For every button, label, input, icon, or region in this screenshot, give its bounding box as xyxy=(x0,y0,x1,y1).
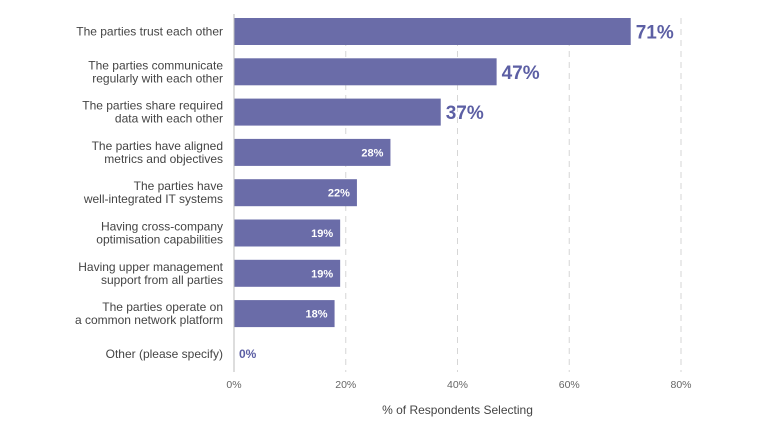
category-label: The parties share required xyxy=(82,99,223,113)
category-label: optimisation capabilities xyxy=(96,233,223,247)
bar-value-label: 0% xyxy=(239,347,257,361)
bars: 71% 47% 37% 28% 22% 19% 19% 18% 0% xyxy=(234,18,674,361)
bar-value-label: 19% xyxy=(311,268,333,280)
x-tick-label: 60% xyxy=(559,379,580,391)
x-axis-label: % of Respondents Selecting xyxy=(382,403,533,417)
category-labels: The parties trust each other The parties … xyxy=(75,25,224,361)
bar-value-label: 37% xyxy=(446,103,484,124)
bar-value-label: 22% xyxy=(328,188,350,200)
category-label: Other (please specify) xyxy=(106,347,223,361)
bar xyxy=(234,259,341,287)
x-tick-label: 20% xyxy=(335,379,356,391)
bar xyxy=(234,179,357,207)
bar-value-label: 47% xyxy=(502,63,540,84)
category-label: regularly with each other xyxy=(92,71,223,85)
category-label: The parties have xyxy=(134,179,224,193)
bar xyxy=(234,58,497,86)
bar-value-label: 19% xyxy=(311,228,333,240)
bar xyxy=(234,219,341,247)
bar xyxy=(234,138,391,166)
category-label: metrics and objectives xyxy=(104,152,223,166)
category-label: The parties operate on xyxy=(102,300,223,314)
bar-value-label: 71% xyxy=(636,23,674,44)
x-tick-label: 0% xyxy=(226,379,241,391)
x-axis-ticks: 0% 20% 40% 60% 80% xyxy=(226,379,691,391)
bar-value-label: 28% xyxy=(361,147,383,159)
category-label: a common network platform xyxy=(75,313,223,327)
category-label: Having upper management xyxy=(78,260,223,274)
bar xyxy=(234,98,441,126)
category-label: The parties have aligned xyxy=(92,139,223,153)
category-label: data with each other xyxy=(115,112,223,126)
x-tick-label: 40% xyxy=(447,379,468,391)
bar xyxy=(234,300,335,328)
category-label: well-integrated IT systems xyxy=(83,192,223,206)
category-label: Having cross-company xyxy=(101,220,223,234)
bar xyxy=(234,18,631,45)
x-tick-label: 80% xyxy=(670,379,691,391)
category-label: The parties communicate xyxy=(88,58,223,72)
category-label: The parties trust each other xyxy=(76,25,223,39)
bar-value-label: 18% xyxy=(306,309,328,321)
category-label: support from all parties xyxy=(101,273,223,287)
